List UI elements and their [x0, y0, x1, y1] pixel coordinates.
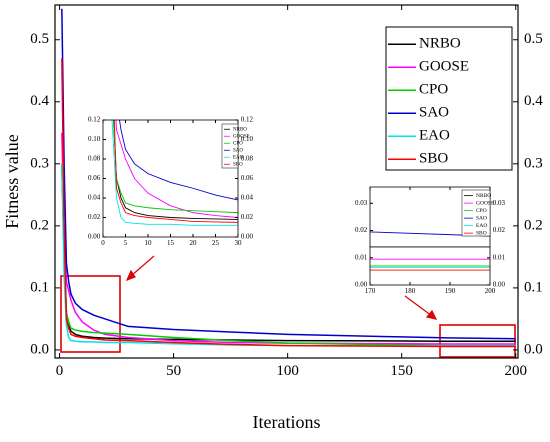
y2-tick-label: 0.08: [241, 155, 254, 163]
series-line: [61, 58, 516, 348]
x-tick-label: 50: [166, 363, 181, 379]
legend-label: GOOSE: [476, 200, 495, 206]
y-tick-label: 0.1: [30, 279, 49, 295]
legend-label: GOOSE: [419, 59, 469, 75]
legend-label: CPO: [419, 82, 448, 98]
y2-tick-label: 0.3: [524, 155, 543, 171]
x-axis-title: Iterations: [253, 412, 321, 432]
y-tick-label: 0.01: [355, 253, 368, 261]
y-tick-label: 0.02: [88, 213, 101, 221]
y-tick-label: 0.00: [355, 281, 368, 289]
x-tick-label: 5: [124, 239, 128, 247]
legend-box: [385, 26, 513, 171]
legend-label: NRBO: [233, 127, 247, 132]
y2-tick-label: 0.04: [241, 194, 254, 202]
y-tick-label: 0.5: [30, 31, 49, 47]
legend-label: EAO: [419, 128, 450, 144]
series-line: [115, 120, 238, 218]
legend-label: NRBO: [419, 36, 461, 52]
y-tick-label: 0.4: [30, 93, 49, 109]
x-tick-label: 180: [405, 287, 416, 295]
y2-tick-label: 0.0: [524, 341, 543, 357]
y2-tick-label: 0.5: [524, 31, 543, 47]
series-line: [113, 120, 238, 223]
legend-label: EAO: [233, 155, 244, 160]
y2-tick-label: 0.2: [524, 217, 543, 233]
zoom-box: [60, 275, 121, 353]
y2-tick-label: 0.02: [241, 213, 254, 221]
legend-label: GOOSE: [233, 134, 250, 139]
y-tick-label: 0.12: [88, 116, 101, 124]
x-tick-label: 10: [145, 239, 153, 247]
series-line: [61, 163, 516, 347]
legend-label: SBO: [476, 230, 487, 236]
legend-box: [461, 189, 491, 237]
y2-tick-label: 0.00: [241, 233, 254, 241]
y-tick-label: 0.10: [88, 135, 101, 143]
x-tick-label: 100: [276, 363, 299, 379]
legend-label: SBO: [233, 162, 243, 167]
legend-label: SBO: [419, 151, 448, 167]
x-tick-label: 150: [390, 363, 413, 379]
y2-tick-label: 0.02: [493, 226, 506, 234]
legend-label: CPO: [476, 208, 487, 214]
y-tick-label: 0.3: [30, 155, 49, 171]
y2-tick-label: 0.10: [241, 135, 254, 143]
y-tick-label: 0.2: [30, 217, 49, 233]
legend-label: EAO: [476, 223, 487, 229]
y2-tick-label: 0.06: [241, 174, 254, 182]
y2-tick-label: 0.01: [493, 253, 506, 261]
arrows: [125, 255, 438, 320]
x-tick-label: 20: [190, 239, 198, 247]
y2-tick-label: 0.00: [493, 281, 506, 289]
x-tick-label: 25: [212, 239, 220, 247]
legend-label: CPO: [233, 141, 243, 146]
y2-tick-label: 0.12: [241, 116, 254, 124]
x-tick-label: 0: [56, 363, 64, 379]
x-tick-label: 200: [504, 363, 527, 379]
y-tick-label: 0.02: [355, 226, 368, 234]
series-line: [111, 120, 238, 226]
x-tick-label: 190: [445, 287, 456, 295]
y2-tick-label: 0.03: [493, 199, 506, 207]
y-tick-label: 0.03: [355, 199, 368, 207]
x-tick-label: 200: [485, 287, 496, 295]
series-line: [119, 120, 238, 201]
y-tick-label: 0.06: [88, 174, 101, 182]
x-tick-label: 170: [365, 287, 376, 295]
plot: 0 5 10 15 20 25 300.00 0.000.02 0.020.04 0.040.06…: [88, 116, 254, 247]
y-tick-label: 0.08: [88, 155, 101, 163]
y-tick-label: 0.00: [88, 233, 101, 241]
y-tick-label: 0.0: [30, 341, 49, 357]
x-tick-label: 30: [235, 239, 243, 247]
legend-label: NRBO: [476, 193, 491, 199]
y2-tick-label: 0.4: [524, 93, 543, 109]
x-tick-label: 15: [167, 239, 175, 247]
legend-label: SAO: [233, 148, 243, 153]
plot-frame: [54, 4, 519, 359]
y2-tick-label: 0.1: [524, 279, 543, 295]
y-axis-title: Fitness value: [2, 134, 22, 229]
series-line: [61, 8, 516, 340]
legend-label: SAO: [476, 215, 487, 221]
y-tick-label: 0.04: [88, 194, 101, 202]
x-tick-label: 0: [101, 239, 105, 247]
legend-label: SAO: [419, 105, 449, 121]
